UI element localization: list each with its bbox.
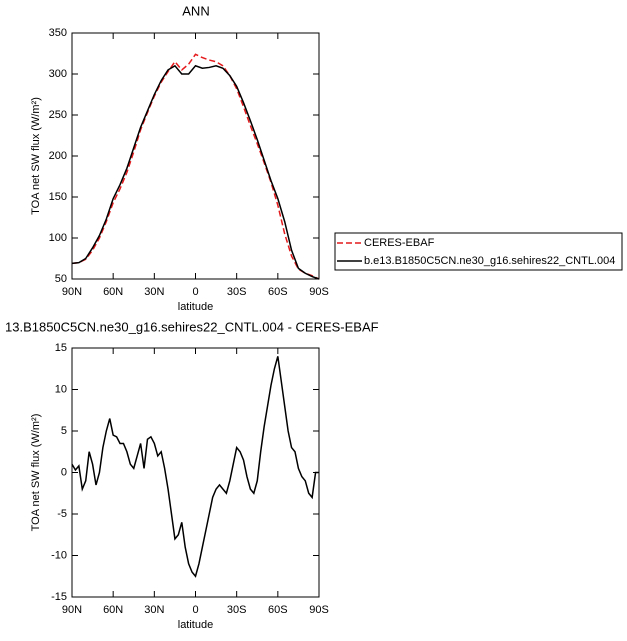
chart-title: 13.B1850C5CN.ne30_g16.sehires22_CNTL.004… [5, 319, 379, 334]
y-tick-label: 50 [55, 273, 67, 285]
x-tick-label: 60S [268, 604, 288, 616]
y-tick-label: -5 [57, 508, 67, 520]
x-tick-label: 60N [103, 604, 123, 616]
x-tick-label: 30N [144, 604, 164, 616]
x-tick-label: 30S [227, 604, 247, 616]
y-tick-label: 200 [49, 150, 67, 162]
plot-frame [71, 32, 320, 280]
y-tick-label: 250 [49, 109, 67, 121]
x-tick-label: 0 [192, 604, 198, 616]
x-axis-label: latitude [178, 301, 213, 313]
y-tick-label: 100 [49, 232, 67, 244]
y-tick-label: 5 [61, 425, 67, 437]
chart-title: ANN [182, 3, 209, 18]
y-tick-label: 10 [55, 383, 67, 395]
series-line [71, 53, 320, 280]
legend-box [334, 232, 623, 271]
y-tick-label: 0 [61, 466, 67, 478]
x-tick-label: 90S [309, 604, 329, 616]
x-tick-label: 30S [227, 286, 247, 298]
y-axis-label: TOA net SW flux (W/m²) [30, 414, 42, 532]
y-tick-label: 15 [55, 342, 67, 354]
y-tick-label: 300 [49, 68, 67, 80]
x-tick-label: 90S [309, 286, 329, 298]
x-tick-label: 90N [62, 286, 82, 298]
x-tick-label: 60S [268, 286, 288, 298]
x-axis-label: latitude [178, 619, 213, 631]
series-line [71, 64, 320, 280]
y-tick-label: 150 [49, 191, 67, 203]
y-tick-label: -15 [51, 591, 67, 603]
x-tick-label: 90N [62, 604, 82, 616]
series-line [71, 356, 319, 578]
x-tick-label: 60N [103, 286, 123, 298]
x-tick-label: 30N [144, 286, 164, 298]
legend-label: b.e13.B1850C5CN.ne30_g16.sehires22_CNTL.… [364, 255, 615, 267]
y-tick-label: 350 [49, 27, 67, 39]
y-tick-label: -10 [51, 549, 67, 561]
legend-label: CERES-EBAF [364, 237, 435, 249]
y-axis-label: TOA net SW flux (W/m²) [30, 97, 42, 215]
x-tick-label: 0 [192, 286, 198, 298]
